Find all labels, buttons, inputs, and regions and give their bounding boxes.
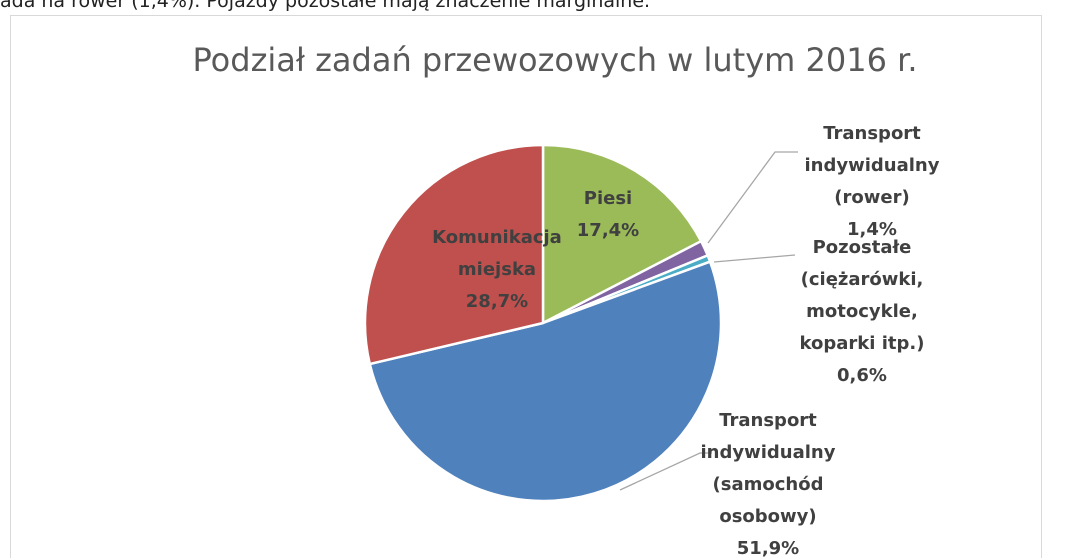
category-label: Transport indywidualny (samochód osobowy… [700, 410, 836, 527]
category-label: Komunikacja miejska [432, 227, 562, 280]
chart-frame [10, 15, 1042, 558]
pie-slice [368, 260, 723, 503]
chart-title: Podział zadań przewozowych w lutym 2016 … [193, 41, 918, 79]
body-text: ada na rower (1,4%). Pojazdy pozostałe m… [0, 0, 651, 12]
leader-line [707, 151, 798, 244]
category-label: Transport indywidualny (rower) [804, 123, 940, 208]
data-label: Transport indywidualny (rower) 1,4% [787, 118, 957, 246]
data-label: Pozostałe (ciężarówki, motocykle, kopark… [777, 232, 947, 392]
value-label: 1,4% [847, 219, 897, 240]
data-label: Komunikacja miejska 28,7% [412, 222, 582, 318]
data-label: Piesi 17,4% [523, 183, 693, 247]
data-label: Transport indywidualny (samochód osobowy… [683, 405, 853, 558]
pie-slice [363, 143, 545, 366]
category-label: Piesi [583, 188, 633, 209]
category-label: Pozostałe (ciężarówki, motocykle, kopark… [799, 237, 925, 354]
value-label: 0,6% [837, 365, 887, 386]
leader-line [713, 254, 796, 263]
leader-line [619, 452, 712, 491]
pie-slice [541, 143, 703, 326]
value-label: 28,7% [465, 291, 529, 312]
value-label: 51,9% [736, 538, 800, 558]
value-label: 17,4% [576, 220, 640, 241]
